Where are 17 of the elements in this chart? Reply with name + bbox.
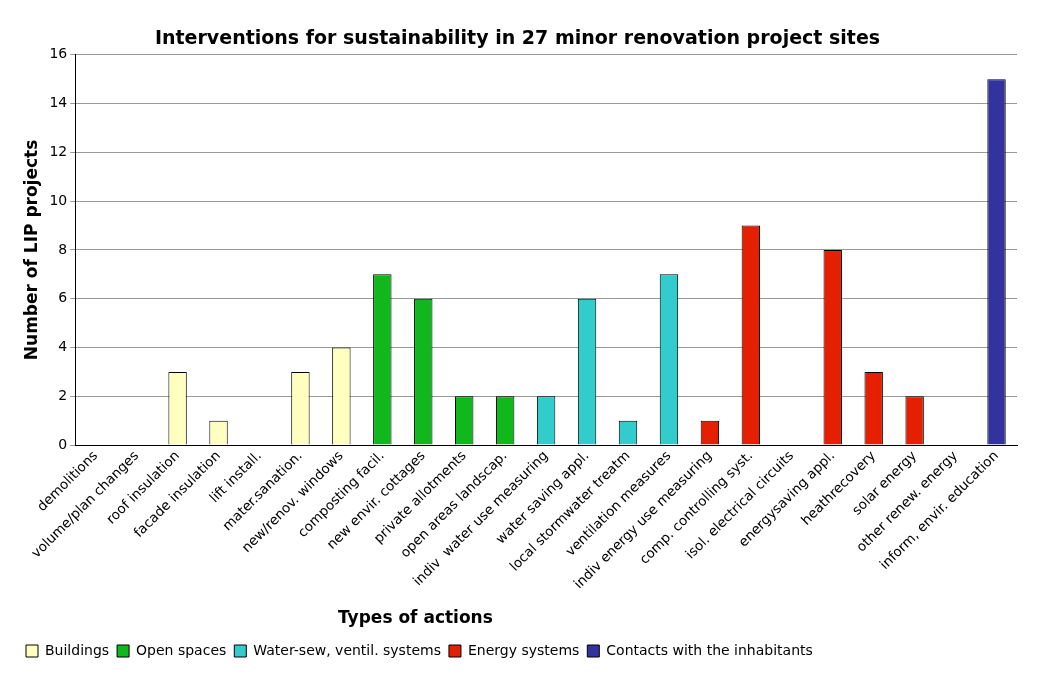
y-tick-label: 6 (58, 289, 68, 306)
y-tick-label: 10 (49, 191, 68, 208)
y-axis-title: Number of LIP projects (20, 139, 41, 361)
y-tick-label: 14 (49, 94, 68, 111)
chart-title: Interventions for sustainability in 27 minor renovation project sites (154, 26, 881, 49)
y-tick-label: 12 (49, 143, 68, 160)
y-tick-label: 4 (58, 338, 68, 355)
y-tick-label: 8 (58, 240, 68, 257)
legend-label: Water-sew, ventil. systems (253, 641, 441, 658)
y-tick-label: 16 (49, 45, 68, 62)
legend-label: Contacts with the inhabitants (606, 641, 813, 658)
legend-label: Energy systems (467, 641, 580, 658)
y-tick-label: 0 (58, 435, 68, 452)
legend-label: Buildings (45, 641, 110, 658)
legend-title: Types of actions (338, 606, 493, 627)
y-tick-label: 2 (58, 386, 68, 403)
legend-label: Open spaces (136, 641, 227, 658)
